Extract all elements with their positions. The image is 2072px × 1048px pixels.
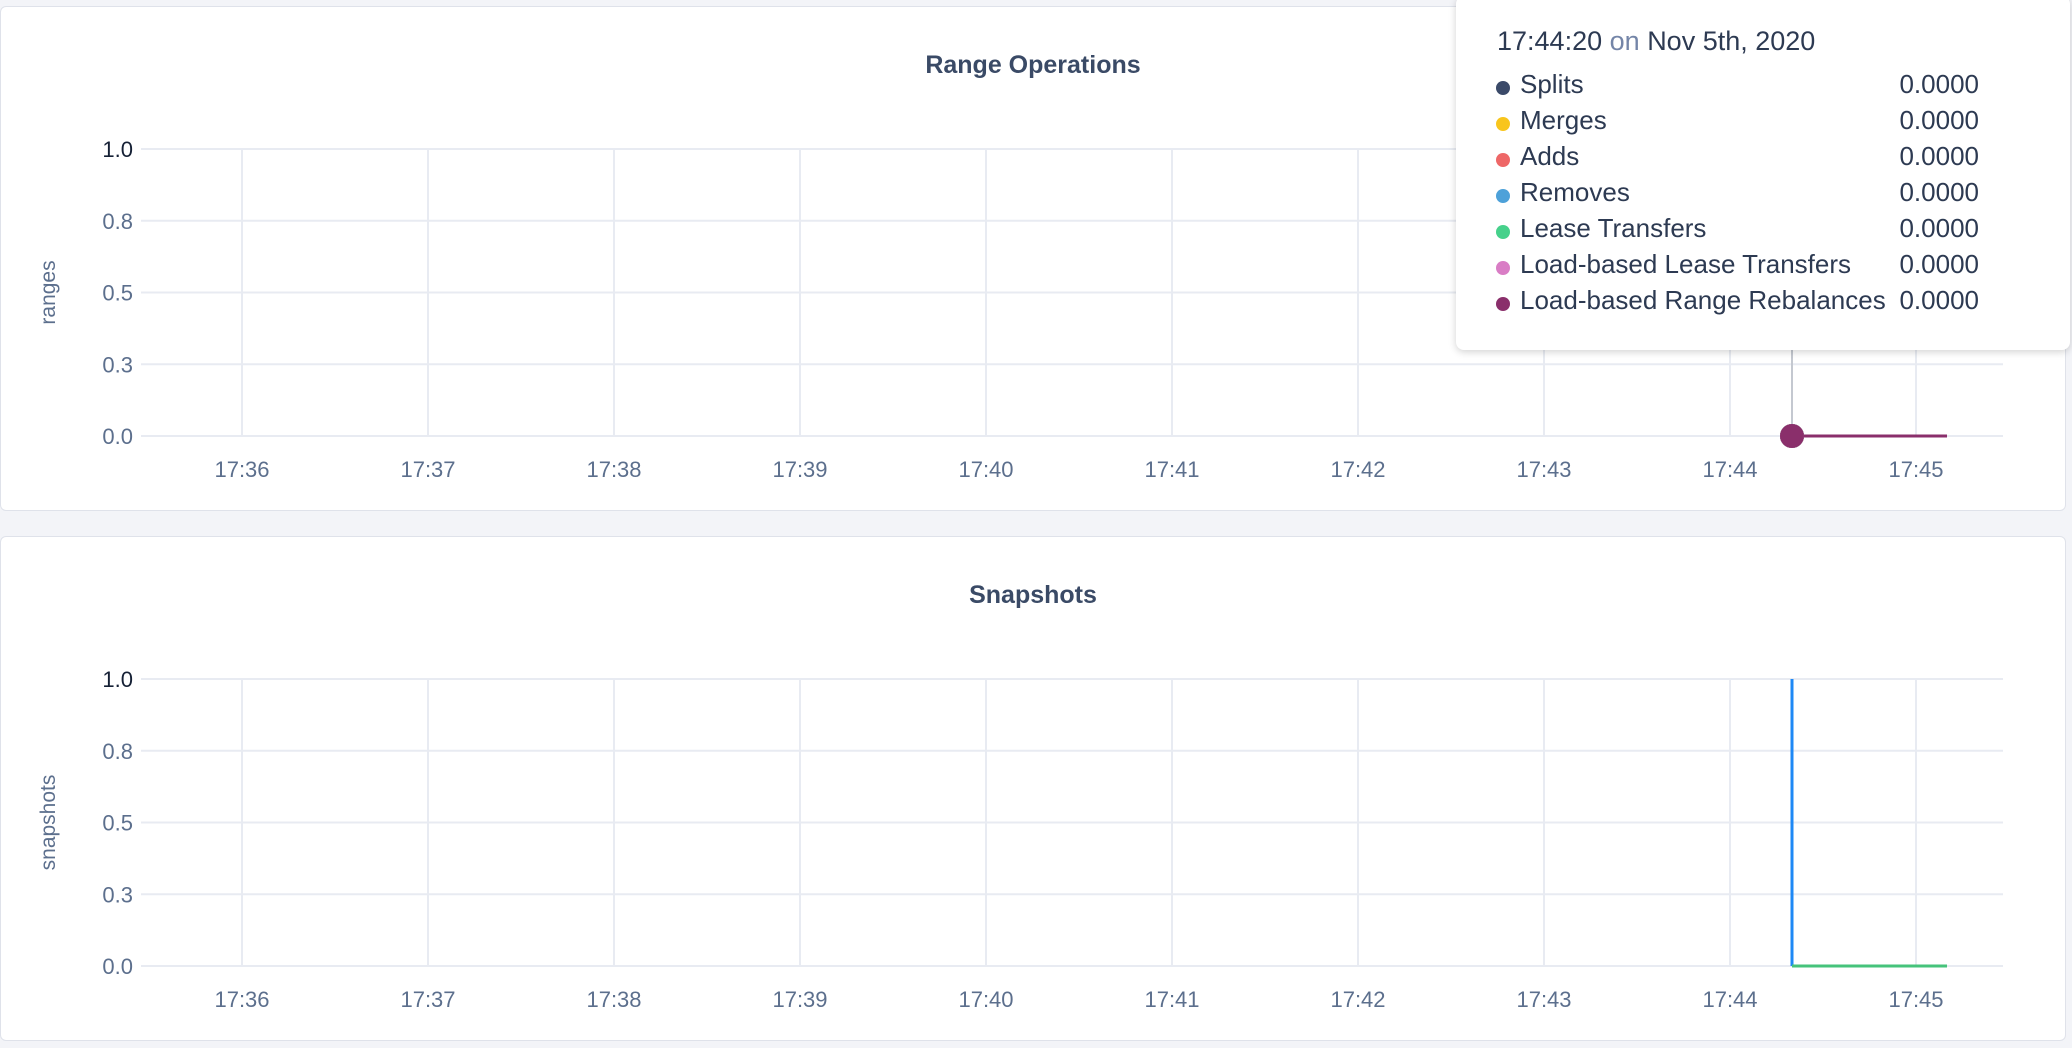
x-tick-label: 17:40 (958, 457, 1013, 482)
x-tick-label: 17:37 (400, 457, 455, 482)
tooltip-series-value: 0.0000 (1899, 213, 1979, 243)
tooltip-on: on (1609, 26, 1640, 56)
x-tick-label: 17:40 (958, 987, 1013, 1012)
tooltip-series-value: 0.0000 (1899, 177, 1979, 207)
tooltip-row: Load-based Range Rebalances 0.0000 (1496, 285, 1979, 321)
series-color-dot-icon (1496, 261, 1510, 275)
x-tick-label: 17:38 (586, 457, 641, 482)
x-tick-label: 17:44 (1702, 457, 1757, 482)
tooltip-row: Adds 0.0000 (1496, 141, 1979, 177)
tooltip-series-label: Removes (1520, 177, 1630, 207)
y-tick-label: 0.5 (102, 281, 133, 306)
tooltip-series-value: 0.0000 (1899, 249, 1979, 279)
series-color-dot-icon (1496, 153, 1510, 167)
tooltip-row: Lease Transfers 0.0000 (1496, 213, 1979, 249)
snapshots-chart[interactable]: 0.0 0.3 0.5 0.8 1.0 17:36 17:37 17:38 17:39 17:40… (1, 537, 2067, 1042)
tooltip-series-label: Lease Transfers (1520, 213, 1707, 243)
x-tick-label: 17:42 (1330, 457, 1385, 482)
x-tick-label: 17:37 (400, 987, 455, 1012)
tooltip-series-label: Splits (1520, 69, 1584, 99)
series-color-dot-icon (1496, 297, 1510, 311)
tooltip-series-label: Merges (1520, 105, 1607, 135)
x-tick-label: 17:45 (1888, 987, 1943, 1012)
hover-point (1780, 424, 1804, 448)
x-tick-label: 17:39 (772, 457, 827, 482)
x-tick-label: 17:45 (1888, 457, 1943, 482)
tooltip-series-label: Load-based Lease Transfers (1520, 249, 1851, 279)
tooltip-time: 17:44:20 (1497, 26, 1603, 56)
x-tick-label: 17:36 (214, 987, 269, 1012)
x-tick-label: 17:42 (1330, 987, 1385, 1012)
x-tick-label: 17:39 (772, 987, 827, 1012)
y-tick-label: 0.8 (102, 209, 133, 234)
y-tick-label: 0.3 (102, 352, 133, 377)
chart-title: Range Operations (925, 51, 1141, 79)
y-tick-label: 0.0 (102, 424, 133, 449)
x-tick-label: 17:41 (1144, 457, 1199, 482)
series-color-dot-icon (1496, 225, 1510, 239)
tooltip-series-value: 0.0000 (1899, 69, 1979, 99)
y-tick-label: 1.0 (102, 667, 133, 692)
tooltip-date: Nov 5th, 2020 (1647, 26, 1816, 56)
y-axis-label: ranges (37, 260, 60, 324)
snapshots-card: Snapshots 0.0 0.3 0.5 0.8 1.0 17:36 17:37 17:38… (0, 536, 2066, 1041)
tooltip-series-value: 0.0000 (1899, 141, 1979, 171)
y-tick-label: 0.5 (102, 811, 133, 836)
series-color-dot-icon (1496, 189, 1510, 203)
tooltip-timestamp: 17:44:20 on Nov 5th, 2020 (1497, 26, 1815, 57)
tooltip-series-label: Adds (1520, 141, 1580, 171)
y-tick-label: 0.3 (102, 882, 133, 907)
y-axis-label: snapshots (37, 775, 60, 871)
series-color-dot-icon (1496, 81, 1510, 95)
x-tick-label: 17:43 (1516, 457, 1571, 482)
tooltip-row: Merges 0.0000 (1496, 105, 1979, 141)
series-color-dot-icon (1496, 117, 1510, 131)
tooltip-row: Splits 0.0000 (1496, 69, 1979, 105)
x-tick-label: 17:44 (1702, 987, 1757, 1012)
x-tick-label: 17:43 (1516, 987, 1571, 1012)
x-tick-label: 17:36 (214, 457, 269, 482)
y-tick-label: 0.0 (102, 954, 133, 979)
y-tick-label: 0.8 (102, 739, 133, 764)
tooltip-series-label: Load-based Range Rebalances (1520, 285, 1886, 315)
x-tick-label: 17:38 (586, 987, 641, 1012)
tooltip-series-value: 0.0000 (1899, 105, 1979, 135)
chart-title: Snapshots (969, 581, 1097, 609)
tooltip-row: Removes 0.0000 (1496, 177, 1979, 213)
y-tick-label: 1.0 (102, 137, 133, 162)
hover-tooltip: 17:44:20 on Nov 5th, 2020 Splits 0.0000 … (1456, 0, 2070, 350)
x-tick-label: 17:41 (1144, 987, 1199, 1012)
tooltip-series-value: 0.0000 (1899, 285, 1979, 315)
tooltip-row: Load-based Lease Transfers 0.0000 (1496, 249, 1979, 285)
